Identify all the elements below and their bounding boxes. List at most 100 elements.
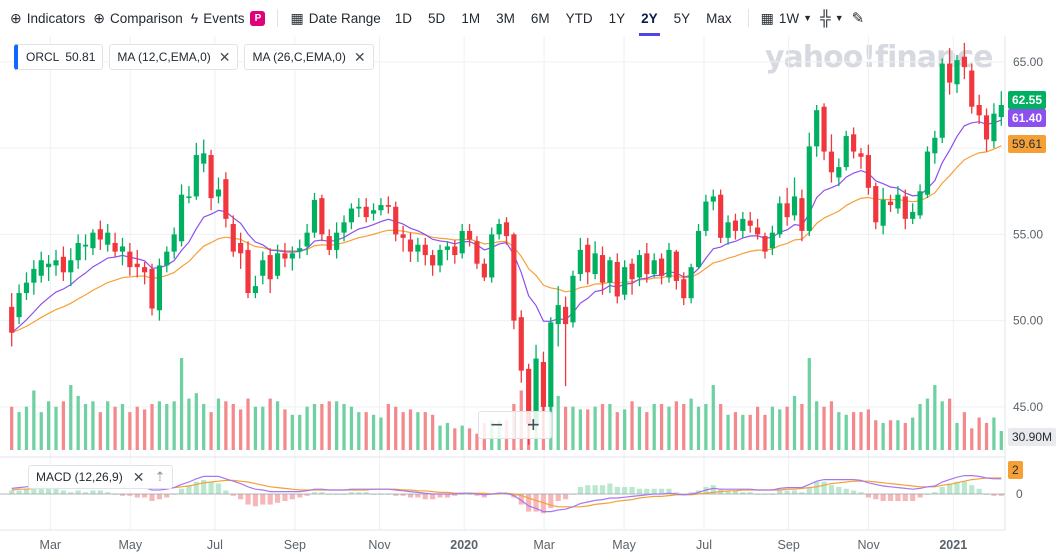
volume-bar	[83, 404, 88, 450]
range-tab-3m[interactable]: 3M	[496, 10, 515, 26]
symbol-chip[interactable]: ORCL 50.81	[14, 44, 104, 70]
candle-body	[969, 70, 975, 107]
volume-bar	[726, 414, 730, 450]
close-icon[interactable]: ✕	[218, 48, 231, 65]
move-up-icon[interactable]: ⇡	[154, 469, 166, 484]
range-tab-2y[interactable]: 2Y	[633, 0, 666, 36]
candle-body	[319, 198, 325, 235]
chevron-down-icon: ▼	[803, 13, 813, 23]
macd-histogram-bar	[142, 494, 148, 498]
macd-histogram-bar	[90, 490, 96, 494]
candle-body	[784, 203, 790, 218]
time-tick-label: Nov	[858, 538, 881, 552]
indicators-button[interactable]: ⊕ Indicators	[10, 10, 86, 26]
close-icon[interactable]: ✕	[132, 468, 145, 485]
candle-body	[341, 222, 347, 233]
candle-body	[599, 255, 606, 283]
macd-histogram-bar	[407, 494, 414, 498]
ma26-chip[interactable]: MA (26,C,EMA,0) ✕	[244, 44, 374, 70]
volume-bar	[312, 404, 317, 450]
candle-body	[976, 105, 982, 116]
candle-body	[577, 249, 583, 275]
candle-body	[555, 305, 561, 325]
macd-histogram-bar	[622, 486, 628, 494]
volume-bar	[874, 420, 878, 450]
chart-type-select[interactable]: ╬ ▼	[816, 0, 848, 36]
price-tick-label: 45.00	[1013, 400, 1043, 414]
volume-bar	[778, 409, 782, 450]
ma12-chip[interactable]: MA (12,C,EMA,0) ✕	[109, 44, 239, 70]
candle-body	[636, 255, 643, 278]
lightning-icon: ϟ	[190, 10, 199, 26]
close-icon[interactable]: ✕	[353, 48, 366, 65]
volume-bar	[10, 406, 14, 450]
candle-body	[245, 249, 251, 294]
date-range-button[interactable]: ▦ Date Range	[290, 10, 381, 26]
zoom-in-button[interactable]: +	[526, 412, 540, 437]
volume-bar	[253, 406, 258, 450]
candle-body	[38, 260, 44, 276]
candle-body	[282, 253, 288, 259]
events-button[interactable]: ϟ Events P	[187, 0, 270, 36]
volume-bar	[453, 428, 457, 450]
candle-body	[695, 230, 702, 268]
macd-histogram-bar	[932, 492, 938, 494]
interval-select[interactable]: ▦ 1W ▼	[760, 10, 813, 26]
macd-chip[interactable]: MACD (12,26,9) ✕ ⇡	[28, 465, 174, 489]
range-tab-max[interactable]: Max	[706, 10, 732, 26]
range-tab-1y[interactable]: 1Y	[608, 10, 626, 26]
volume-bar	[408, 409, 413, 450]
candle-body	[518, 317, 524, 371]
candle-body	[97, 229, 103, 240]
volume-bar	[194, 393, 198, 450]
macd-histogram-bar	[119, 494, 126, 496]
candle-body	[562, 306, 569, 325]
candle-body	[511, 234, 517, 321]
volume-bar	[711, 385, 715, 450]
volume-bar	[689, 398, 693, 450]
volume-bar	[578, 409, 582, 450]
volume-bar	[475, 433, 479, 450]
comparison-button[interactable]: ⊕ Comparison	[93, 10, 183, 26]
candle-body	[947, 63, 953, 83]
candle-body	[954, 60, 960, 85]
candle-body	[939, 63, 945, 138]
volume-bar	[76, 395, 80, 450]
macd-histogram-bar	[164, 494, 170, 498]
candle-body	[503, 222, 510, 237]
candle-body	[548, 322, 554, 407]
volume-bar	[386, 404, 390, 450]
candle-body	[828, 151, 835, 173]
volume-bar	[888, 420, 893, 450]
candle-body	[703, 201, 709, 231]
volume-bar	[600, 404, 605, 450]
draw-button[interactable]: ✎	[848, 0, 869, 36]
macd-histogram-bar	[304, 494, 310, 496]
candle-body	[991, 113, 997, 142]
macd-histogram-bar	[68, 492, 74, 494]
macd-histogram-bar	[363, 492, 369, 494]
candle-body	[651, 260, 657, 275]
macd-histogram-bar	[415, 494, 421, 498]
volume-bar	[593, 406, 597, 450]
candle-body	[46, 263, 52, 268]
volume-bar	[39, 412, 43, 450]
range-tab-ytd[interactable]: YTD	[565, 10, 593, 26]
range-tab-5d[interactable]: 5D	[428, 10, 446, 26]
macd-histogram-bar	[230, 494, 236, 496]
volume-bar	[925, 398, 930, 450]
zoom-out-button[interactable]: −	[479, 412, 516, 438]
volume-bar	[172, 401, 176, 450]
candle-body	[68, 260, 74, 273]
range-tab-6m[interactable]: 6M	[530, 10, 550, 26]
range-tab-1d[interactable]: 1D	[394, 10, 413, 26]
macd-histogram-bar	[777, 490, 783, 494]
volume-bar	[992, 417, 996, 450]
candle-body	[370, 210, 377, 214]
volume-bar	[918, 404, 922, 450]
range-tab-1m[interactable]: 1M	[461, 10, 481, 26]
macd-histogram-bar	[186, 485, 192, 494]
macd-histogram-bar	[865, 494, 871, 498]
range-tab-5y[interactable]: 5Y	[673, 10, 691, 26]
